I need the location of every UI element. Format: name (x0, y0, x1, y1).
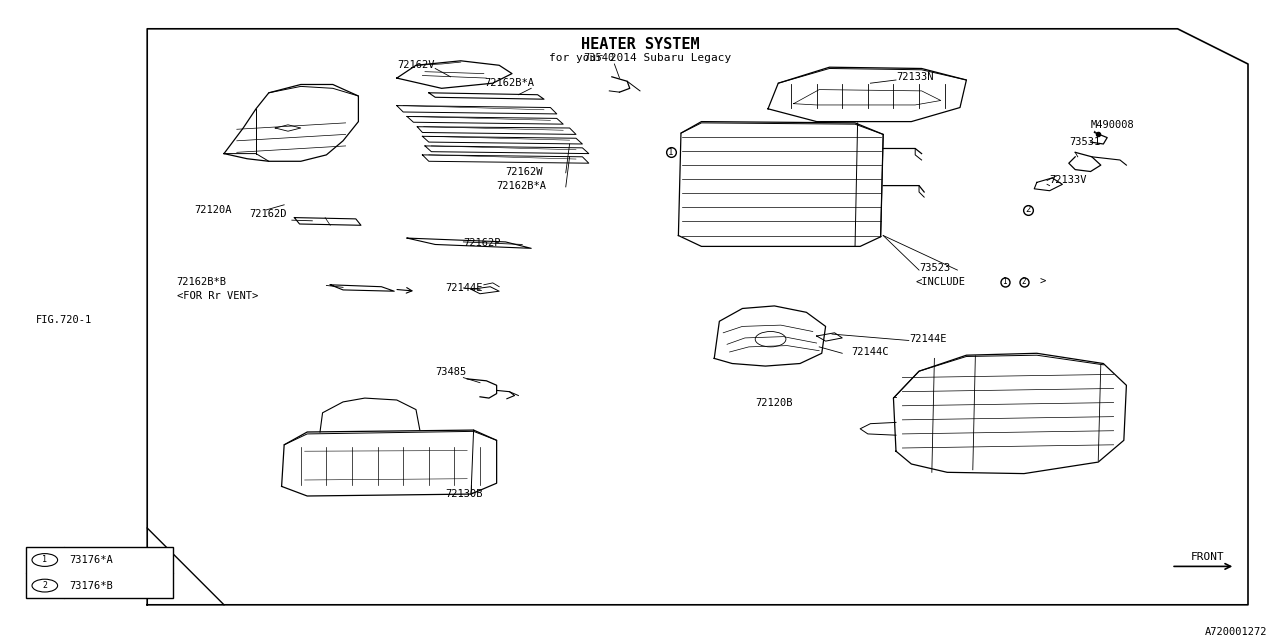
Text: 72162V: 72162V (397, 60, 434, 70)
Text: >: > (1039, 276, 1046, 287)
Text: 73540: 73540 (584, 52, 614, 63)
Text: 73176*A: 73176*A (69, 555, 113, 565)
Text: 73531: 73531 (1069, 137, 1100, 147)
Text: 72162P: 72162P (463, 238, 500, 248)
Text: 2: 2 (42, 581, 47, 590)
Text: HEATER SYSTEM: HEATER SYSTEM (581, 37, 699, 52)
Text: for your 2014 Subaru Legacy: for your 2014 Subaru Legacy (549, 52, 731, 63)
Text: FRONT: FRONT (1190, 552, 1224, 562)
Text: 72130B: 72130B (445, 489, 483, 499)
Text: 72144E: 72144E (445, 283, 483, 293)
Text: 1: 1 (42, 556, 47, 564)
Text: 72133V: 72133V (1050, 175, 1087, 186)
Text: 72162B*A: 72162B*A (497, 180, 547, 191)
Text: 72144E: 72144E (909, 334, 946, 344)
Text: <INCLUDE: <INCLUDE (915, 276, 965, 287)
Text: 73485: 73485 (435, 367, 466, 378)
Text: A720001272: A720001272 (1204, 627, 1267, 637)
Text: 72120A: 72120A (195, 205, 232, 215)
Text: 72162D: 72162D (250, 209, 287, 219)
Text: 73523: 73523 (919, 262, 950, 273)
Text: M490008: M490008 (1091, 120, 1134, 131)
Text: 72144C: 72144C (851, 347, 888, 357)
Text: 2: 2 (1021, 277, 1027, 286)
Text: 1: 1 (668, 148, 673, 157)
Text: 72162B*B: 72162B*B (177, 276, 227, 287)
Text: 72162W: 72162W (506, 166, 543, 177)
Text: 72120B: 72120B (755, 398, 792, 408)
Text: FIG.720-1: FIG.720-1 (36, 315, 92, 325)
Text: 72133N: 72133N (896, 72, 933, 82)
Text: 1: 1 (1002, 277, 1007, 286)
Text: 2: 2 (1025, 205, 1030, 214)
Text: 73176*B: 73176*B (69, 580, 113, 591)
Bar (26, 547, 173, 598)
Text: 72162B*A: 72162B*A (484, 78, 534, 88)
Text: <FOR Rr VENT>: <FOR Rr VENT> (177, 291, 257, 301)
